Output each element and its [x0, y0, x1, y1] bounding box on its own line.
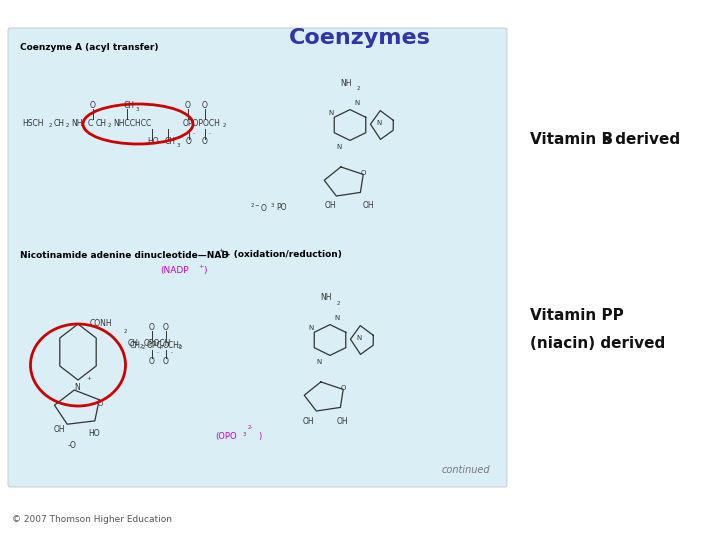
Text: ): ) [258, 433, 261, 442]
Text: N: N [328, 110, 333, 116]
Text: 2: 2 [140, 344, 143, 349]
Text: OH: OH [54, 426, 66, 435]
Text: O: O [163, 323, 169, 333]
Text: CH: CH [124, 102, 135, 111]
Text: 2: 2 [124, 329, 127, 334]
Text: N: N [316, 359, 321, 365]
Text: 3: 3 [243, 432, 246, 437]
Text: N: N [336, 144, 341, 150]
Text: NH: NH [340, 78, 351, 87]
Text: O: O [149, 356, 155, 366]
Text: 2: 2 [108, 123, 112, 128]
Text: $^{2-}$O: $^{2-}$O [250, 202, 268, 214]
Text: 2: 2 [142, 345, 145, 350]
Text: -O: -O [68, 442, 77, 450]
Text: HSCH: HSCH [22, 119, 43, 129]
Text: OPC: OPC [147, 341, 163, 349]
Text: CH: CH [165, 138, 176, 146]
Text: 3: 3 [602, 136, 610, 146]
Text: O: O [149, 323, 155, 333]
Text: 2: 2 [66, 123, 70, 128]
Text: O: O [90, 102, 96, 111]
Text: + (oxidation/reduction): + (oxidation/reduction) [223, 251, 342, 260]
Text: CONH: CONH [90, 320, 112, 328]
Text: O: O [202, 102, 208, 111]
Text: N: N [354, 100, 359, 106]
Text: OH: OH [325, 201, 337, 211]
Text: N: N [74, 383, 80, 393]
Text: 2: 2 [49, 123, 53, 128]
Text: continued: continued [441, 465, 490, 475]
Text: (niacin) derived: (niacin) derived [530, 336, 665, 352]
Text: Vitamin PP: Vitamin PP [530, 308, 624, 323]
Text: N: N [334, 315, 339, 321]
Text: 2-: 2- [248, 425, 253, 430]
Text: HO: HO [88, 429, 99, 438]
Text: derived: derived [610, 132, 680, 147]
Text: N: N [308, 325, 313, 331]
FancyBboxPatch shape [8, 28, 507, 487]
Text: -: - [157, 350, 159, 355]
Text: HO: HO [147, 138, 158, 146]
Text: OCH: OCH [163, 341, 180, 349]
Text: C: C [88, 119, 94, 129]
Text: -: - [209, 131, 211, 136]
Text: 3: 3 [136, 107, 140, 112]
Text: PO: PO [276, 204, 287, 213]
Text: +: + [198, 264, 203, 268]
Text: O: O [186, 138, 192, 146]
Text: NH: NH [320, 294, 331, 302]
Text: Coenzyme A (acyl transfer): Coenzyme A (acyl transfer) [20, 43, 158, 52]
Text: OPOCH: OPOCH [144, 340, 171, 348]
Text: O: O [202, 138, 208, 146]
Text: CH: CH [54, 119, 65, 129]
Text: O: O [185, 102, 191, 111]
Text: CH: CH [96, 119, 107, 129]
Text: NH: NH [71, 119, 83, 129]
Text: OH: OH [303, 416, 315, 426]
Text: 3: 3 [177, 143, 181, 148]
Text: O: O [163, 356, 169, 366]
Text: -: - [171, 350, 173, 355]
Text: +: + [218, 247, 223, 253]
Text: O: O [341, 385, 346, 391]
Text: N: N [356, 335, 361, 341]
Text: (OPO: (OPO [215, 433, 237, 442]
Text: CH: CH [128, 340, 139, 348]
Text: -: - [193, 131, 195, 136]
Text: 2: 2 [357, 86, 361, 91]
Text: P: P [160, 345, 163, 350]
Text: © 2007 Thomson Higher Education: © 2007 Thomson Higher Education [12, 516, 172, 524]
Text: (NADP: (NADP [160, 267, 189, 275]
Text: CH: CH [130, 341, 141, 349]
Text: NHCCHCC: NHCCHCC [113, 119, 151, 129]
Text: 2: 2 [178, 344, 181, 349]
Text: OH: OH [337, 416, 348, 426]
Text: O: O [361, 170, 366, 176]
Text: N: N [376, 120, 382, 126]
Text: ): ) [203, 267, 207, 275]
Text: 3: 3 [271, 203, 274, 208]
Text: O: O [98, 401, 104, 407]
Text: +: + [86, 375, 91, 381]
Text: 2: 2 [223, 123, 227, 128]
Text: 2: 2 [337, 301, 341, 306]
Text: OH: OH [363, 201, 374, 211]
Text: Nicotinamide adenine dinucleotide—NAD: Nicotinamide adenine dinucleotide—NAD [20, 251, 229, 260]
Text: Vitamin B: Vitamin B [530, 132, 613, 147]
Text: Coenzymes: Coenzymes [289, 28, 431, 48]
Text: 2: 2 [179, 345, 182, 350]
Text: OPOPOCH: OPOPOCH [183, 119, 221, 129]
